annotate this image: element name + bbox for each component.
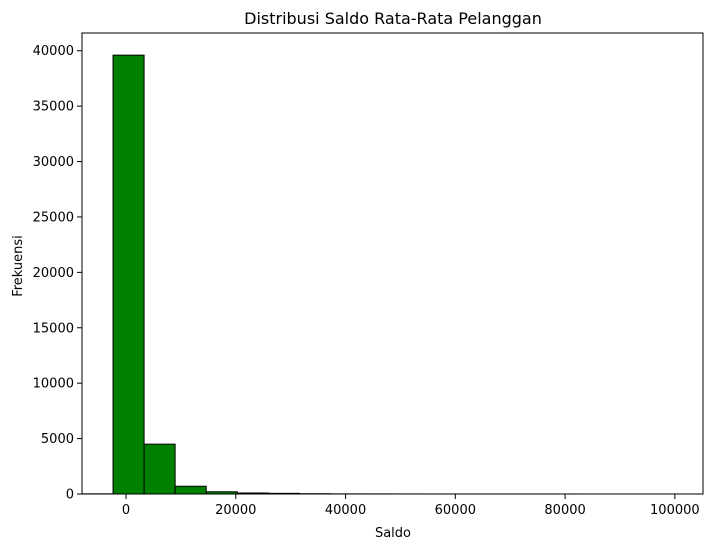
x-tick-label-0: 0 — [122, 503, 130, 518]
x-tick-label-4: 80000 — [544, 503, 585, 518]
x-tick-label-3: 60000 — [435, 503, 476, 518]
y-ticks-layer: 0 5000 10000 15000 20000 25000 30000 35000 40000 — [33, 44, 82, 502]
chart-title: Distribusi Saldo Rata-Rata Pelanggan — [244, 9, 542, 28]
x-tick-label-5: 100000 — [650, 503, 700, 518]
y-tick-label-1: 5000 — [41, 432, 74, 447]
y-tick-label-3: 15000 — [33, 321, 74, 336]
y-tick-label-6: 30000 — [33, 155, 74, 170]
x-ticks-layer: 0 20000 40000 60000 80000 100000 — [122, 494, 700, 518]
histogram-bar-1 — [113, 55, 144, 494]
y-axis-label: Frekuensi — [11, 235, 26, 297]
y-tick-label-8: 40000 — [33, 44, 74, 59]
histogram-bar-2 — [144, 444, 175, 494]
y-tick-label-2: 10000 — [33, 377, 74, 392]
y-tick-label-7: 35000 — [33, 100, 74, 115]
x-tick-label-1: 20000 — [215, 503, 256, 518]
y-tick-label-5: 25000 — [33, 210, 74, 225]
y-tick-label-0: 0 — [66, 488, 74, 503]
y-tick-label-4: 20000 — [33, 266, 74, 281]
x-axis-label: Saldo — [375, 526, 411, 541]
bars-layer — [82, 55, 703, 494]
histogram-bar-3 — [175, 486, 206, 494]
x-tick-label-2: 40000 — [325, 503, 366, 518]
plot-frame — [82, 33, 703, 494]
